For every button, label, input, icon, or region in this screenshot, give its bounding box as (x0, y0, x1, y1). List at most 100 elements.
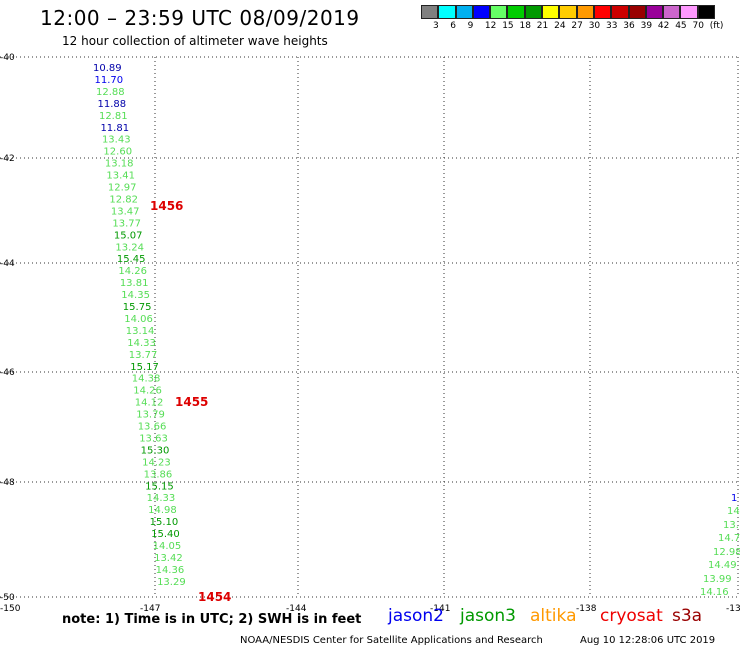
wave-height-label: 1 (731, 493, 737, 504)
wave-height-label: 11.70 (94, 75, 123, 86)
longitude-label: -147 (140, 604, 160, 614)
wave-height-label: 13.99 (703, 574, 732, 585)
legend-swatch (576, 5, 594, 19)
latitude-label: -46 (0, 368, 15, 378)
longitude-label: -13 (726, 604, 740, 614)
wave-height-label: 13.29 (157, 577, 186, 588)
wave-height-label: 13.43 (102, 135, 131, 146)
latitude-label: -42 (0, 154, 15, 164)
wave-height-label: 11.81 (100, 123, 129, 134)
legend-label: 33 (606, 21, 618, 31)
wave-height-label: 12.98 (713, 547, 740, 558)
latitude-label: -44 (0, 259, 15, 269)
wave-height-label: 13.66 (138, 422, 167, 433)
legend-swatch (593, 5, 612, 19)
wave-height-label: 14.16 (700, 587, 729, 598)
satellite-cryosat: cryosat (600, 606, 663, 626)
wave-height-label: 13.63 (139, 433, 168, 444)
legend-swatch (680, 5, 698, 19)
legend-swatch (421, 5, 439, 19)
wave-height-label: 14.06 (124, 314, 153, 325)
wave-height-label: 11.88 (97, 99, 126, 110)
units-note: note: 1) Time is in UTC; 2) SWH is in fe… (62, 612, 362, 627)
legend-swatch (645, 5, 664, 19)
wave-height-label: 14.26 (118, 266, 147, 277)
wave-height-label: 15.07 (114, 230, 143, 241)
wave-height-label: 15.45 (117, 254, 146, 265)
legend-label: 70 (692, 21, 704, 31)
wave-height-label: 13.86 (144, 469, 173, 480)
wave-height-label: 14.49 (708, 560, 737, 571)
legend-swatch (559, 5, 577, 19)
legend-label: 12 (484, 21, 497, 31)
wave-height-label: 14.23 (142, 457, 171, 468)
legend-swatch (490, 5, 508, 19)
wave-height-label: 14.26 (133, 386, 162, 397)
wave-height-label: 15.15 (145, 481, 174, 492)
wave-height-label: 14.35 (121, 290, 150, 301)
wave-height-label: 13.18 (105, 159, 134, 170)
wave-height-label: 15.75 (123, 302, 152, 313)
legend-label: 6 (450, 21, 457, 31)
credit-text: NOAA/NESDIS Center for Satellite Applica… (240, 635, 543, 646)
legend-swatch (524, 5, 543, 19)
legend-swatch (697, 5, 716, 19)
axis-labels: -40 -42 -44 -46 -48 -50-150 -147 -144 -141 -138 -1… (0, 53, 740, 614)
wave-height-label: 12.97 (108, 183, 137, 194)
wave-height-label: 13.24 (115, 242, 144, 253)
time-label: 1455 (175, 395, 208, 409)
wave-height-label: 10.89 (93, 63, 122, 74)
wave-height-label: 14.7 (718, 533, 740, 544)
wave-height-label: 14.33 (127, 338, 156, 349)
legend-label: 27 (571, 21, 583, 31)
wave-height-label: 14.38 (132, 374, 161, 385)
time-label: 1456 (150, 199, 183, 213)
longitude-label: -150 (0, 604, 21, 614)
track-1: 10.8911.7012.8811.8812.8111.8113.4312.60… (93, 63, 186, 588)
satellite-s3a: s3a (672, 606, 703, 626)
latitude-label: -50 (0, 593, 15, 603)
legend-swatch (438, 5, 456, 19)
wave-height-label: 13. (723, 520, 739, 531)
legend-label: 36 (623, 21, 635, 31)
legend-label: (ft) (709, 21, 724, 31)
graticule (0, 56, 740, 598)
legend-swatch (663, 5, 681, 19)
wave-height-label: 12.60 (103, 147, 132, 158)
wave-height-label: 15.17 (130, 362, 159, 373)
longitude-label: -141 (430, 604, 450, 614)
wave-height-label: 13.77 (112, 218, 141, 229)
legend-label: 45 (675, 21, 687, 31)
wave-height-label: 14.12 (135, 398, 164, 409)
wave-height-label: 15.10 (150, 517, 179, 528)
legend-swatch (611, 5, 629, 19)
legend-label: 9 (467, 21, 474, 31)
satellite-jason3: jason3 (460, 606, 516, 626)
legend-label: 18 (519, 21, 531, 31)
wave-height-label: 14.98 (148, 505, 177, 516)
time-labels: 1456 1455 1454 (150, 199, 231, 604)
wave-height-label: 12.81 (99, 111, 128, 122)
legend-swatch (507, 5, 525, 19)
wave-height-label: 13.47 (111, 206, 140, 217)
legend-label: 42 (657, 21, 670, 31)
legend-label: 39 (640, 21, 653, 31)
legend-label: 3 (433, 21, 439, 31)
page-title: 12:00 – 23:59 UTC 08/09/2019 (40, 6, 360, 30)
wave-height-label: 14.05 (153, 541, 182, 552)
page-subtitle: 12 hour collection of altimeter wave hei… (62, 34, 328, 48)
latitude-label: -48 (0, 478, 15, 488)
wave-height-label: 15.40 (151, 529, 180, 540)
legend-swatch (472, 5, 491, 19)
legend-swatch (455, 5, 473, 19)
wave-height-label: 14 (727, 506, 740, 517)
wave-height-label: 13.14 (126, 326, 155, 337)
latitude-label: -40 (0, 53, 15, 63)
wave-height-label: 14.33 (147, 493, 176, 504)
legend-swatch (628, 5, 646, 19)
longitude-label: -144 (286, 604, 307, 614)
timestamp-text: Aug 10 12:28:06 UTC 2019 (580, 635, 716, 646)
wave-height-label: 15.30 (141, 445, 170, 456)
wave-height-label: 13.41 (106, 171, 135, 182)
